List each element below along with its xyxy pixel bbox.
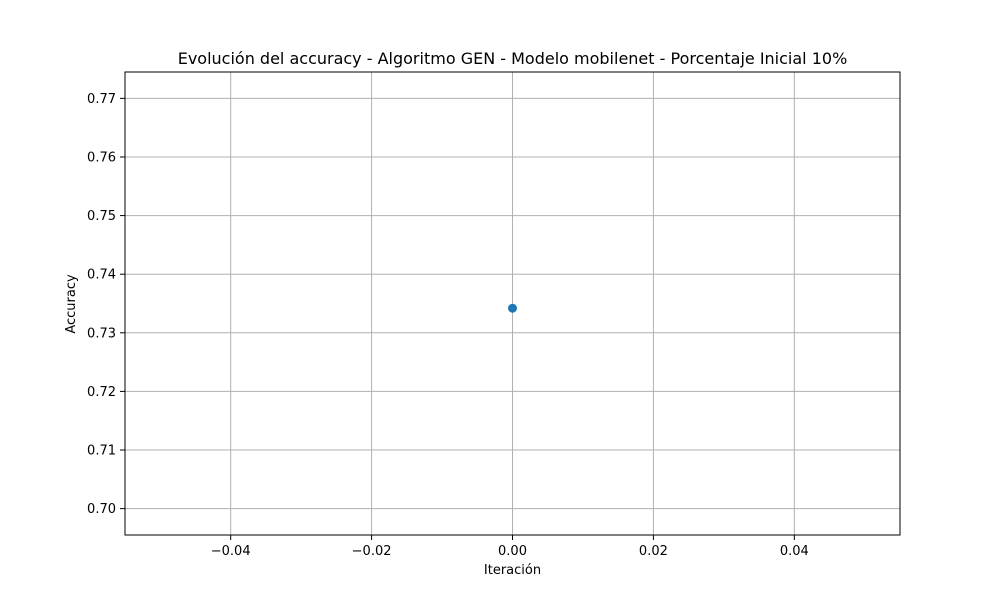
y-tick-label: 0.71 [87,444,116,459]
x-tick-label: −0.04 [211,544,251,559]
y-tick-label: 0.72 [87,385,116,400]
y-axis-label: Accuracy [64,274,79,334]
x-axis-label: Iteración [484,563,541,578]
y-tick-label: 0.74 [87,268,116,283]
x-tick-label: 0.02 [639,544,668,559]
data-point [508,303,517,313]
y-tick-label: 0.73 [87,326,116,341]
y-tick-label: 0.77 [87,92,116,107]
grid [125,72,900,535]
x-axis: −0.04 −0.02 0.00 0.02 0.04 [211,535,809,559]
data-points [508,303,517,313]
x-tick-label: 0.00 [498,544,527,559]
x-tick-label: 0.04 [780,544,809,559]
chart-title: Evolución del accuracy - Algoritmo GEN -… [178,49,848,68]
y-tick-label: 0.76 [87,150,116,165]
y-tick-label: 0.75 [87,209,116,224]
y-tick-label: 0.70 [87,502,116,517]
y-axis: 0.70 0.71 0.72 0.73 0.74 0.75 0.76 0.77 [87,92,125,517]
x-tick-label: −0.02 [352,544,392,559]
